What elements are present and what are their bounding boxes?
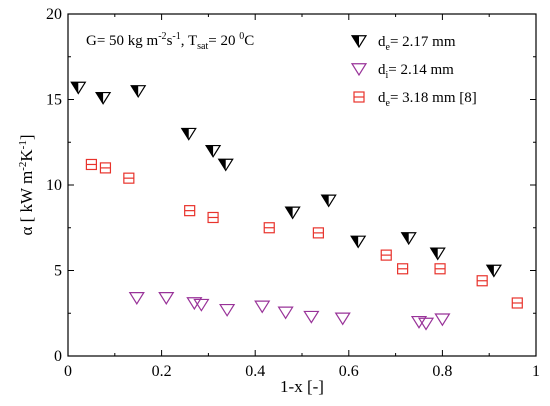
data-point-series-1	[130, 85, 147, 99]
legend: de= 2.17 mm di= 2.14 mm de= 3.18 mm [8]	[350, 34, 477, 109]
data-point-series-1	[485, 264, 502, 278]
data-point-series-3	[207, 211, 219, 224]
data-point-series-3	[184, 205, 196, 217]
data-point-series-1	[320, 194, 337, 208]
data-point-series-3	[511, 297, 523, 309]
legend-marker-3	[353, 91, 365, 103]
data-point-series-1	[350, 235, 367, 249]
x-tick-label: 1	[532, 363, 540, 380]
data-point-series-3	[312, 227, 324, 239]
chart-annotation: G= 50 kg m-2s-1, Tsat= 20 0C	[86, 31, 254, 52]
y-tick-label: 20	[46, 6, 62, 23]
x-tick-label: 0	[64, 363, 72, 380]
legend-markers	[350, 35, 368, 103]
data-point-series-2	[254, 300, 271, 314]
data-point-series-1	[284, 206, 301, 220]
legend-marker-1	[350, 35, 368, 49]
data-point-series-2	[186, 297, 203, 311]
y-tick-label: 10	[46, 177, 62, 194]
x-axis-label: 1-x [-]	[280, 377, 324, 396]
x-tick-label: 0.2	[152, 363, 172, 380]
data-point-series-3	[397, 263, 409, 275]
data-point-series-1	[400, 232, 417, 246]
data-point-series-2	[193, 298, 210, 312]
y-tick-label: 0	[54, 348, 62, 365]
legend-entry-3: de= 3.18 mm [8]	[378, 90, 477, 109]
data-point-series-3	[434, 263, 446, 275]
x-tick-label: 0.6	[339, 363, 359, 380]
data-marks	[70, 81, 523, 331]
data-point-series-3	[85, 158, 98, 171]
data-point-series-2	[219, 303, 236, 317]
legend-entry-1: de= 2.17 mm	[378, 34, 456, 53]
x-tick-label: 0.8	[432, 363, 452, 380]
y-tick-label: 15	[46, 92, 62, 109]
y-tick-label: 5	[54, 263, 62, 280]
data-point-series-3	[123, 172, 135, 184]
data-point-series-2	[128, 292, 145, 305]
y-axis-label: α [ kW m-2K-1]	[17, 134, 36, 235]
legend-marker-2	[350, 63, 368, 77]
plot-frame	[67, 13, 537, 357]
data-point-series-1	[204, 144, 222, 158]
data-point-series-1	[95, 91, 112, 105]
data-point-series-2	[277, 306, 294, 320]
data-point-series-2	[158, 292, 175, 305]
data-point-series-2	[434, 313, 451, 327]
legend-entry-2: di= 2.14 mm	[378, 62, 454, 81]
data-point-series-2	[417, 317, 435, 331]
data-point-series-2	[334, 312, 351, 326]
data-point-series-3	[380, 249, 392, 261]
data-point-series-3	[263, 222, 275, 234]
data-point-series-1	[429, 247, 446, 261]
data-point-series-1	[217, 158, 234, 172]
data-point-series-2	[410, 315, 428, 329]
data-point-series-1	[180, 127, 197, 141]
data-point-series-3	[99, 162, 112, 174]
data-point-series-3	[476, 275, 488, 287]
data-point-series-2	[303, 310, 320, 324]
data-point-series-1	[70, 81, 87, 95]
x-tick-label: 0.4	[245, 363, 265, 380]
